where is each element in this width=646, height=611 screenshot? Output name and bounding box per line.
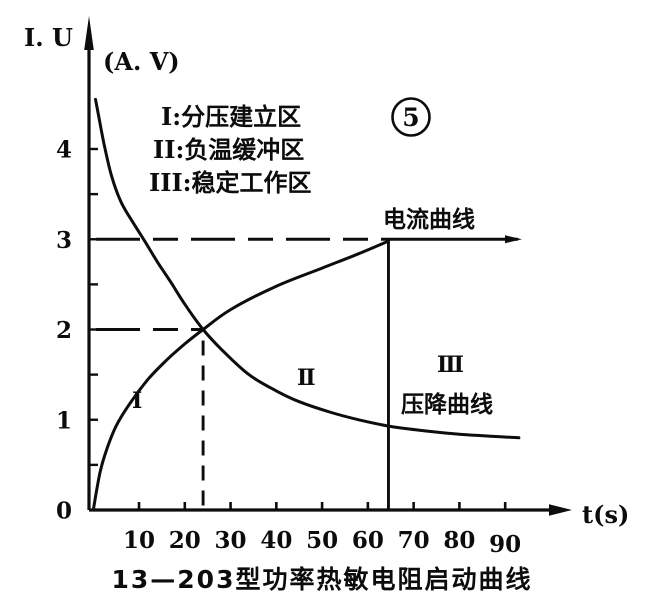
x-tick-label: 50	[306, 527, 338, 554]
legend-item-region-1: I:分压建立区	[161, 102, 301, 131]
y-tick-label: 3	[56, 227, 72, 254]
figure-caption: 13—203型功率热敏电阻启动曲线	[112, 565, 533, 594]
y-axis-ticks: 0 1 2 3 4	[56, 137, 98, 525]
y-tick-label: 4	[56, 137, 72, 164]
curves	[91, 97, 521, 512]
x-tick-label: 80	[443, 527, 475, 554]
y-axis	[84, 16, 94, 510]
legend-item-region-2: II:负温缓冲区	[153, 135, 304, 164]
current-curve-label: 电流曲线	[383, 206, 475, 233]
y-axis-arrow-icon	[84, 16, 94, 50]
y-tick-label: 2	[56, 317, 72, 344]
x-tick-label: 30	[215, 527, 247, 554]
y-axis-title: I. U	[24, 23, 73, 52]
voltage-curve-label: 压降曲线	[401, 391, 493, 418]
region-label-2: II	[297, 365, 315, 391]
y-axis-units: (A. V)	[103, 47, 180, 76]
y-tick-label: 1	[56, 407, 72, 434]
x-tick-label: 90	[489, 531, 521, 558]
series-current-curve	[91, 239, 390, 512]
x-axis-ticks: 10 20 30 40 50 60 70 80 90	[123, 502, 521, 558]
reference-lines	[95, 235, 522, 510]
region-label-1: I	[132, 388, 142, 414]
y-tick-label: 0	[56, 498, 72, 525]
x-tick-label: 60	[352, 527, 384, 554]
legend-item-region-3: III:稳定工作区	[149, 168, 312, 197]
legend: I:分压建立区 II:负温缓冲区 III:稳定工作区	[149, 102, 312, 197]
x-tick-label: 10	[123, 527, 155, 554]
x-tick-label: 70	[398, 527, 430, 554]
region-label-3: III	[437, 352, 464, 378]
x-axis-title: t(s)	[582, 500, 629, 529]
x-axis	[89, 504, 572, 516]
series-voltage-curve	[94, 97, 521, 440]
x-tick-label: 20	[169, 527, 201, 554]
figure-number-badge: 5	[391, 97, 431, 137]
figure-number: 5	[402, 103, 419, 132]
x-tick-label: 40	[260, 527, 292, 554]
line-arrow-icon	[504, 235, 522, 244]
x-axis-arrow-icon	[549, 504, 572, 516]
